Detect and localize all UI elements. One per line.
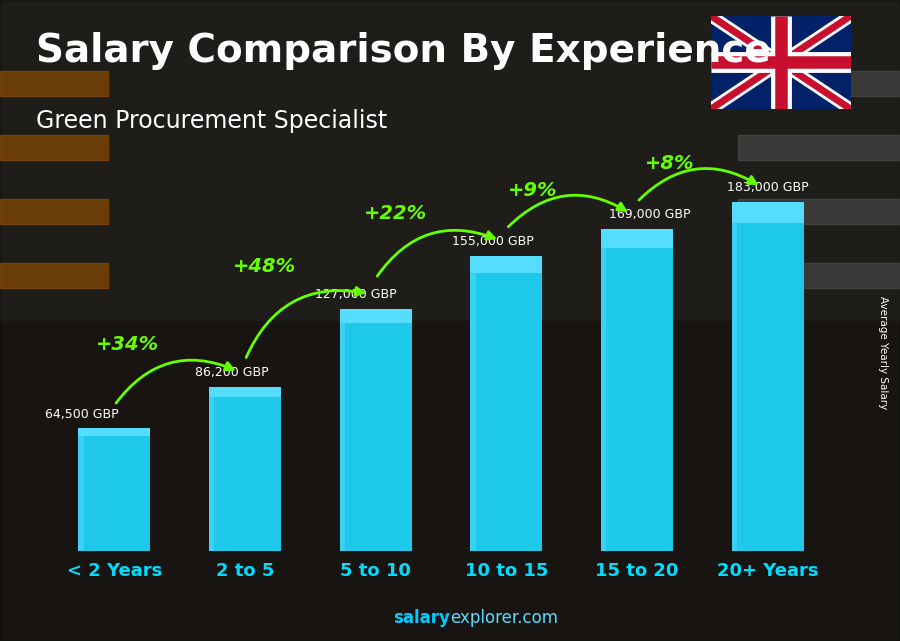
Text: Average Yearly Salary: Average Yearly Salary: [878, 296, 887, 409]
Bar: [732, 202, 804, 551]
Bar: [209, 387, 281, 397]
Bar: [738, 135, 900, 160]
Bar: [0, 263, 108, 288]
Bar: [0, 135, 108, 160]
Text: 169,000 GBP: 169,000 GBP: [609, 208, 691, 221]
Text: +8%: +8%: [645, 154, 695, 174]
Text: 86,200 GBP: 86,200 GBP: [195, 366, 269, 379]
Bar: [209, 387, 281, 551]
Bar: [340, 309, 411, 551]
Text: 183,000 GBP: 183,000 GBP: [727, 181, 808, 194]
Bar: [471, 256, 542, 273]
Bar: [0, 320, 900, 641]
Bar: [601, 229, 673, 551]
Bar: [209, 387, 214, 551]
Bar: [601, 229, 607, 551]
Text: 127,000 GBP: 127,000 GBP: [315, 288, 397, 301]
Bar: [340, 309, 411, 324]
Bar: [340, 309, 345, 551]
Text: 64,500 GBP: 64,500 GBP: [45, 408, 119, 420]
Bar: [471, 256, 543, 551]
Text: Salary Comparison By Experience: Salary Comparison By Experience: [36, 32, 770, 70]
Bar: [738, 71, 900, 96]
Bar: [0, 199, 108, 224]
Text: Green Procurement Specialist: Green Procurement Specialist: [36, 109, 387, 133]
Bar: [78, 428, 84, 551]
Bar: [78, 428, 150, 551]
Bar: [738, 199, 900, 224]
Bar: [738, 263, 900, 288]
Bar: [732, 202, 737, 551]
Text: salary: salary: [393, 609, 450, 627]
Bar: [732, 202, 804, 223]
Text: 155,000 GBP: 155,000 GBP: [453, 235, 534, 248]
Text: +48%: +48%: [233, 258, 296, 276]
Bar: [471, 256, 475, 551]
Bar: [0, 71, 108, 96]
Text: +9%: +9%: [508, 181, 557, 200]
Bar: [78, 428, 150, 436]
Text: explorer.com: explorer.com: [450, 609, 558, 627]
Text: +34%: +34%: [96, 335, 159, 354]
Bar: [601, 229, 673, 248]
Bar: [0, 0, 900, 320]
Text: +22%: +22%: [364, 204, 427, 223]
